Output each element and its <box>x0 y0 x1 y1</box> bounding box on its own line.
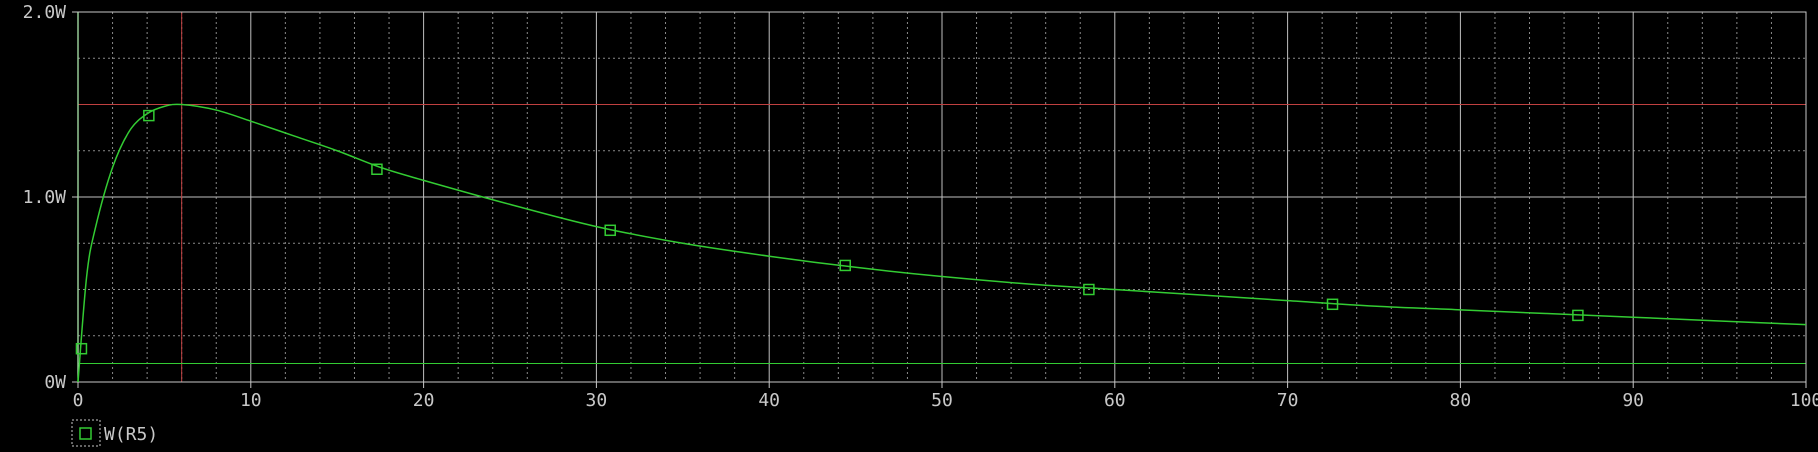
x-tick-labels: 0 10 20 30 40 50 60 70 80 90 100 <box>73 390 1818 411</box>
x-tick-label: 10 <box>240 390 262 411</box>
data-marker <box>839 259 851 272</box>
axes <box>72 11 1807 388</box>
y-tick-labels: 0W 1.0W 2.0W <box>23 2 67 393</box>
x-tick-label: 20 <box>413 390 435 411</box>
data-marker <box>1326 298 1339 311</box>
x-tick-label: 90 <box>1622 390 1644 411</box>
x-tick-label: 80 <box>1450 390 1472 411</box>
legend-marker-icon <box>79 427 92 440</box>
legend-label: W(R5) <box>104 424 158 445</box>
y-tick-label: 2.0W <box>23 2 67 23</box>
y-tick-label: 0W <box>44 372 66 393</box>
x-tick-label: 0 <box>73 390 84 411</box>
x-tick-label: 70 <box>1277 390 1299 411</box>
y-tick-label: 1.0W <box>23 187 67 208</box>
series-markers <box>75 109 1584 355</box>
x-tick-label: 100 <box>1790 390 1818 411</box>
legend[interactable]: W(R5) <box>71 419 158 447</box>
x-tick-label: 30 <box>586 390 608 411</box>
x-tick-label: 60 <box>1104 390 1126 411</box>
data-marker <box>371 163 383 175</box>
data-marker <box>1083 283 1095 296</box>
data-marker <box>75 342 88 355</box>
x-tick-label: 40 <box>758 390 780 411</box>
x-tick-label: 50 <box>931 390 953 411</box>
data-marker <box>143 109 155 122</box>
series-wr5 <box>77 103 1807 383</box>
data-marker <box>604 224 616 237</box>
legend-frame <box>71 419 101 447</box>
data-marker <box>1572 309 1584 322</box>
trace-line <box>77 103 1807 383</box>
